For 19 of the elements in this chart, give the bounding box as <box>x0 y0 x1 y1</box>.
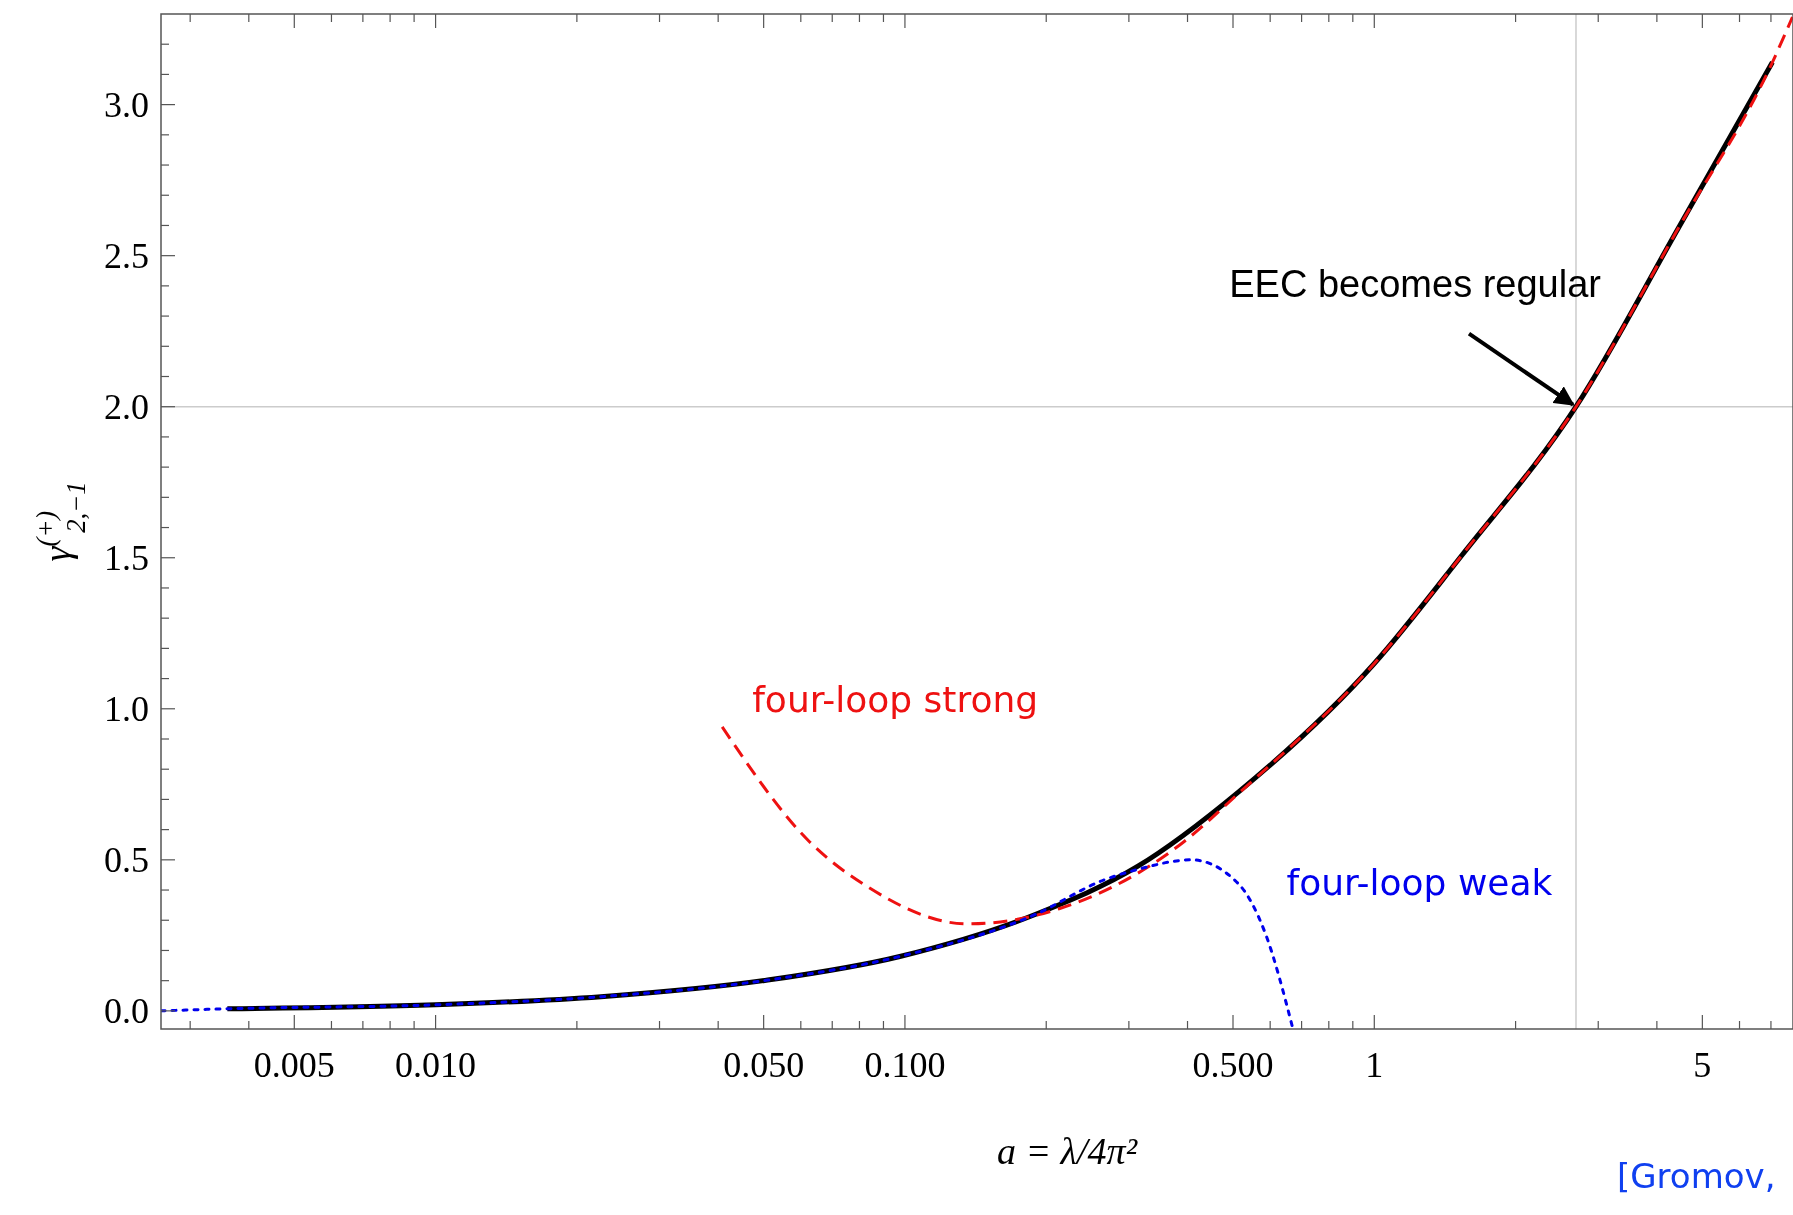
x-tick-label: 0.100 <box>864 1045 946 1085</box>
y-tick-label: 2.5 <box>104 235 149 276</box>
x-tick-label: 0.050 <box>723 1045 805 1085</box>
y-tick-label: 1.5 <box>104 537 149 578</box>
x-tick-label: 0.500 <box>1192 1045 1274 1085</box>
y-tick-label: 2.0 <box>104 386 149 427</box>
y-tick-label: 0.0 <box>104 990 149 1031</box>
series-label: four-loop weak <box>1286 861 1553 903</box>
series-label: four-loop strong <box>752 678 1039 720</box>
y-tick-label: 3.0 <box>104 84 149 125</box>
x-axis-title: a = λ/4π² <box>996 1130 1138 1172</box>
y-tick-label: 1.0 <box>104 688 149 729</box>
x-tick-label: 0.005 <box>253 1045 335 1085</box>
text: [Gromov, <box>1617 1156 1776 1196</box>
x-tick-label: 1 <box>1365 1045 1384 1085</box>
y-tick-label: 0.5 <box>104 839 149 880</box>
x-tick-label: 5 <box>1693 1045 1712 1085</box>
x-tick-label: 0.010 <box>395 1045 477 1085</box>
annotation: EEC becomes regular <box>1229 262 1602 305</box>
